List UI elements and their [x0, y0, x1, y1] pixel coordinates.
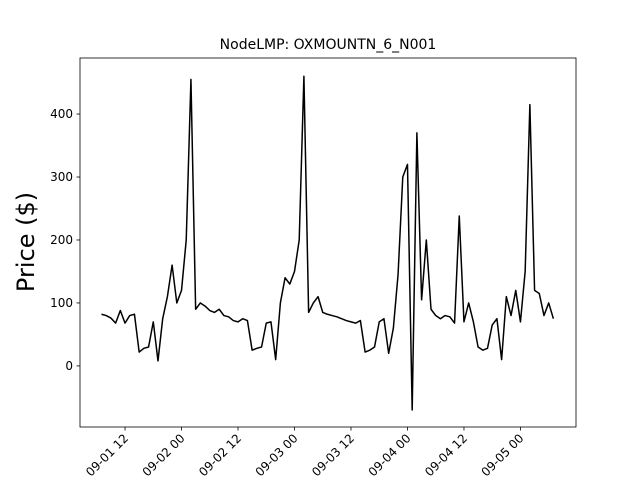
chart-title: NodeLMP: OXMOUNTN_6_N001 — [220, 37, 437, 53]
y-tick-label: 100 — [50, 296, 73, 310]
plot-frame — [79, 57, 577, 428]
y-axis-label: Price ($) — [12, 192, 40, 292]
x-tick-label: 09-03 12 — [309, 431, 357, 479]
x-tick-label: 09-04 00 — [366, 431, 414, 479]
y-tick-label: 300 — [50, 170, 73, 184]
x-tick-label: 09-04 12 — [422, 431, 470, 479]
x-tick-label: 09-02 12 — [196, 431, 244, 479]
y-tick-label: 200 — [50, 233, 73, 247]
x-tick-label: 09-01 12 — [83, 431, 131, 479]
x-tick-label: 09-02 00 — [140, 431, 188, 479]
y-tick-label: 400 — [50, 107, 73, 121]
y-tick-label: 0 — [65, 359, 73, 373]
x-tick-label: 09-03 00 — [253, 431, 301, 479]
price-line — [101, 75, 555, 411]
x-tick-label: 09-05 00 — [479, 431, 527, 479]
